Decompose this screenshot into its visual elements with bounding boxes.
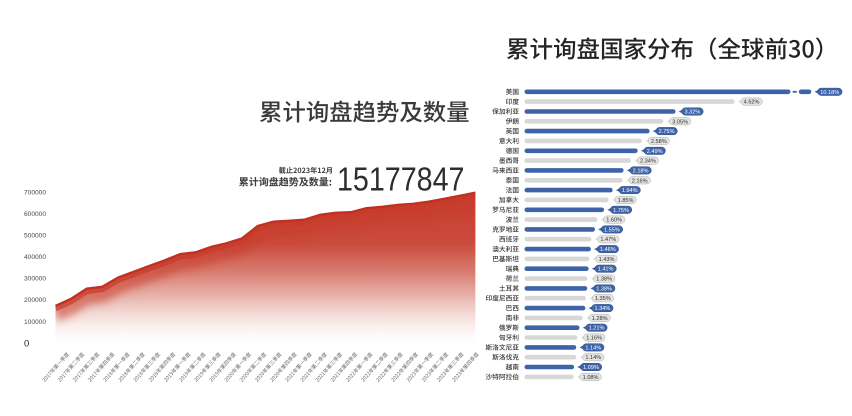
svg-text:1.85%: 1.85% (618, 198, 634, 204)
svg-text:1.09%: 1.09% (583, 365, 599, 371)
svg-text:600000: 600000 (24, 211, 46, 218)
svg-text:2.49%: 2.49% (647, 149, 663, 155)
svg-text:1.55%: 1.55% (604, 227, 620, 233)
svg-text:200000: 200000 (24, 297, 46, 304)
svg-text:1.41%: 1.41% (598, 267, 614, 273)
svg-text:4.62%: 4.62% (744, 100, 760, 106)
svg-text:1.08%: 1.08% (583, 375, 599, 381)
svg-text:0: 0 (24, 339, 29, 350)
svg-text:1.43%: 1.43% (599, 257, 615, 263)
svg-text:3.32%: 3.32% (684, 110, 700, 116)
svg-text:15177847: 15177847 (337, 161, 465, 198)
svg-text:1.14%: 1.14% (585, 355, 601, 361)
svg-text:1.14%: 1.14% (585, 345, 601, 351)
svg-text:1.47%: 1.47% (600, 237, 616, 243)
svg-text:10.18%: 10.18% (820, 90, 839, 96)
svg-text:1.16%: 1.16% (586, 336, 602, 342)
svg-text:2.34%: 2.34% (640, 159, 656, 165)
svg-text:1.38%: 1.38% (596, 277, 612, 283)
svg-text:100000: 100000 (24, 319, 46, 326)
svg-text:3.05%: 3.05% (672, 119, 688, 125)
svg-text:1.28%: 1.28% (592, 316, 608, 322)
svg-text:2.75%: 2.75% (659, 129, 675, 135)
svg-text:1.34%: 1.34% (594, 306, 610, 312)
svg-text:1.21%: 1.21% (589, 326, 605, 332)
svg-text:2.58%: 2.58% (651, 139, 667, 145)
svg-text:1.94%: 1.94% (622, 188, 638, 194)
svg-text:1.35%: 1.35% (595, 296, 611, 302)
svg-text:2.18%: 2.18% (633, 168, 649, 174)
svg-text:300000: 300000 (24, 276, 46, 283)
svg-text:400000: 400000 (24, 254, 46, 261)
svg-text:1.38%: 1.38% (596, 286, 612, 292)
svg-text:700000: 700000 (24, 190, 46, 197)
svg-text:500000: 500000 (24, 233, 46, 240)
svg-text:2.16%: 2.16% (632, 178, 648, 184)
svg-text:1.60%: 1.60% (606, 218, 622, 224)
svg-text:1.75%: 1.75% (613, 208, 629, 214)
svg-text:1.46%: 1.46% (600, 247, 616, 253)
